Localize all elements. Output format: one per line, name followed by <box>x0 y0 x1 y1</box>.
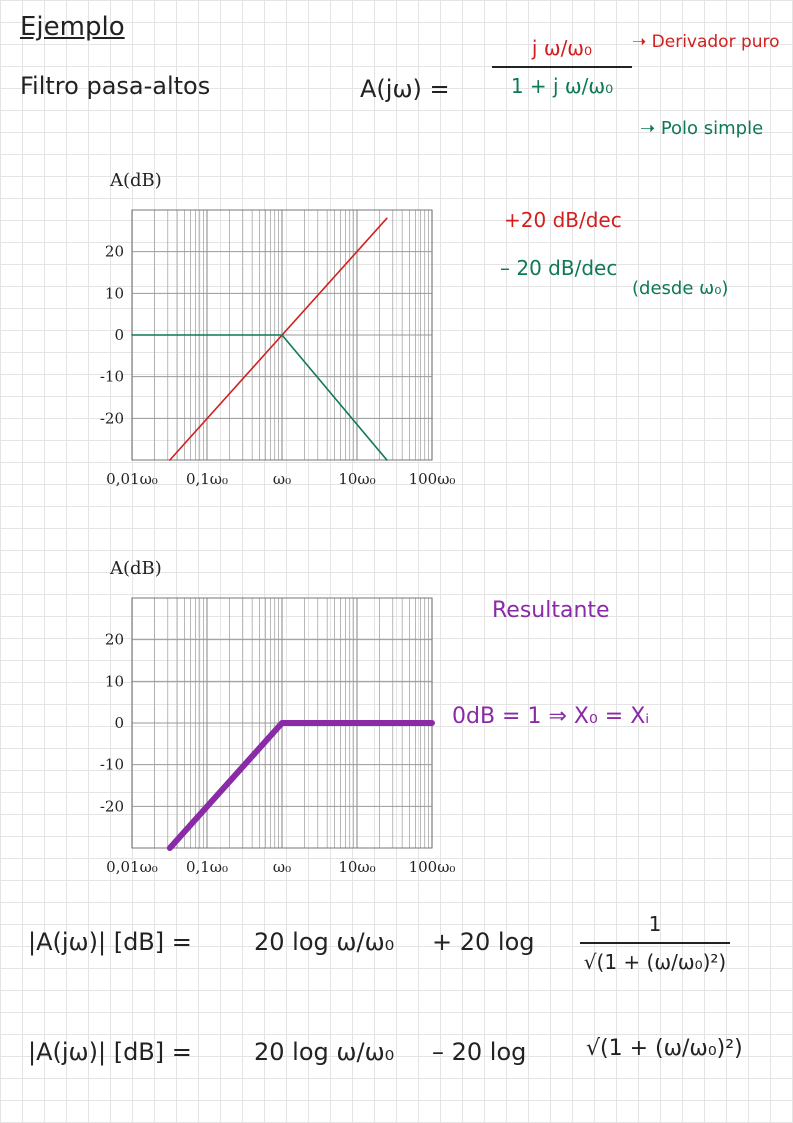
eq1-lhs: |A(jω)| [dB] = <box>28 928 192 956</box>
chart-2-ytick: 20 <box>105 631 124 649</box>
annot-derivador-text: Derivador puro <box>651 32 780 52</box>
eq1-frac-num: 1 <box>648 912 662 936</box>
chart-1-ytick: -10 <box>100 368 124 386</box>
slope-pos: +20 dB/dec <box>504 208 622 232</box>
annot-polo-text: Polo simple <box>660 118 764 139</box>
slope-neg-note: (desde ω₀) <box>632 278 729 299</box>
eq2-term1: 20 log ω/ω₀ <box>254 1038 395 1066</box>
chart-2-xtick: 0,01ω₀ <box>106 858 158 876</box>
chart-2-xtick: 0,1ω₀ <box>186 858 228 876</box>
chart-1-xtick: ω₀ <box>273 470 291 488</box>
chart-2-ytick: -10 <box>100 756 124 774</box>
eq1-frac-den: √(1 + (ω/ω₀)²) <box>583 950 727 974</box>
slope-neg: – 20 dB/dec <box>500 256 618 280</box>
chart-1-ytick: 10 <box>105 284 124 302</box>
chart-2-svg: A(dB) 20 10 0 -10 -20 0,01ω₀ 0,1ω₀ ω₀ 10ω₀ 100ω₀ <box>100 558 456 876</box>
chart-1-xtick: 0,1ω₀ <box>186 470 228 488</box>
chart-2-ylabel: A(dB) <box>109 558 162 579</box>
chart-1-xtick: 100ω₀ <box>409 470 456 488</box>
chart-1: A(dB) 20 10 0 -10 -20 0,01ω₀ 0,1ω₀ ω₀ 10ω₀ 100ω₀ <box>80 160 480 500</box>
chart-1-svg: A(dB) 20 10 0 -10 -20 0,01ω₀ 0,1ω₀ ω₀ 10ω₀ 100ω₀ <box>100 170 456 488</box>
odb-note: 0dB = 1 ⇒ X₀ = Xᵢ <box>452 704 650 729</box>
transfer-lhs: A(jω) = <box>360 75 450 103</box>
chart-1-ytick: 0 <box>114 326 124 344</box>
transfer-denominator: 1 + j ω/ω₀ <box>510 74 614 98</box>
notes-subtitle: Filtro pasa-altos <box>20 72 211 100</box>
chart-1-series-1 <box>169 217 388 461</box>
chart-2-ytick: 0 <box>114 714 124 732</box>
chart-2: A(dB) 20 10 0 -10 -20 0,01ω₀ 0,1ω₀ ω₀ 10ω₀ 100ω₀ <box>80 548 480 888</box>
chart-2-ytick: 10 <box>105 672 124 690</box>
chart-1-ytick: 20 <box>105 243 124 261</box>
chart-2-xtick: 10ω₀ <box>338 858 375 876</box>
chart-1-ytick: -20 <box>100 409 124 427</box>
chart-2-ytick: -20 <box>100 797 124 815</box>
transfer-numerator: j ω/ω₀ <box>531 36 593 60</box>
chart-1-xtick: 0,01ω₀ <box>106 470 158 488</box>
notes-title: Ejemplo <box>20 12 125 42</box>
eq1-term1: 20 log ω/ω₀ <box>254 928 395 956</box>
chart-2-series-1 <box>166 720 435 851</box>
chart-1-ylabel: A(dB) <box>109 170 162 191</box>
eq2-sqrt: √(1 + (ω/ω₀)²) <box>586 1036 743 1061</box>
eq2-lhs: |A(jω)| [dB] = <box>28 1038 192 1066</box>
chart-1-series-2 <box>131 334 388 461</box>
eq1-plus: + 20 log <box>432 928 535 956</box>
annot-derivador: ➝ Derivador puro <box>632 32 780 52</box>
resultante-label: Resultante <box>492 598 610 623</box>
chart-2-xtick: 100ω₀ <box>409 858 456 876</box>
transfer-fraction: j ω/ω₀ 1 + j ω/ω₀ <box>492 36 632 98</box>
chart-2-xtick: ω₀ <box>273 858 291 876</box>
eq2-minus: – 20 log <box>432 1038 527 1066</box>
eq1-fraction: 1 √(1 + (ω/ω₀)²) <box>580 912 730 974</box>
annot-polo: ➝ Polo simple <box>640 118 764 139</box>
chart-1-xtick: 10ω₀ <box>338 470 375 488</box>
